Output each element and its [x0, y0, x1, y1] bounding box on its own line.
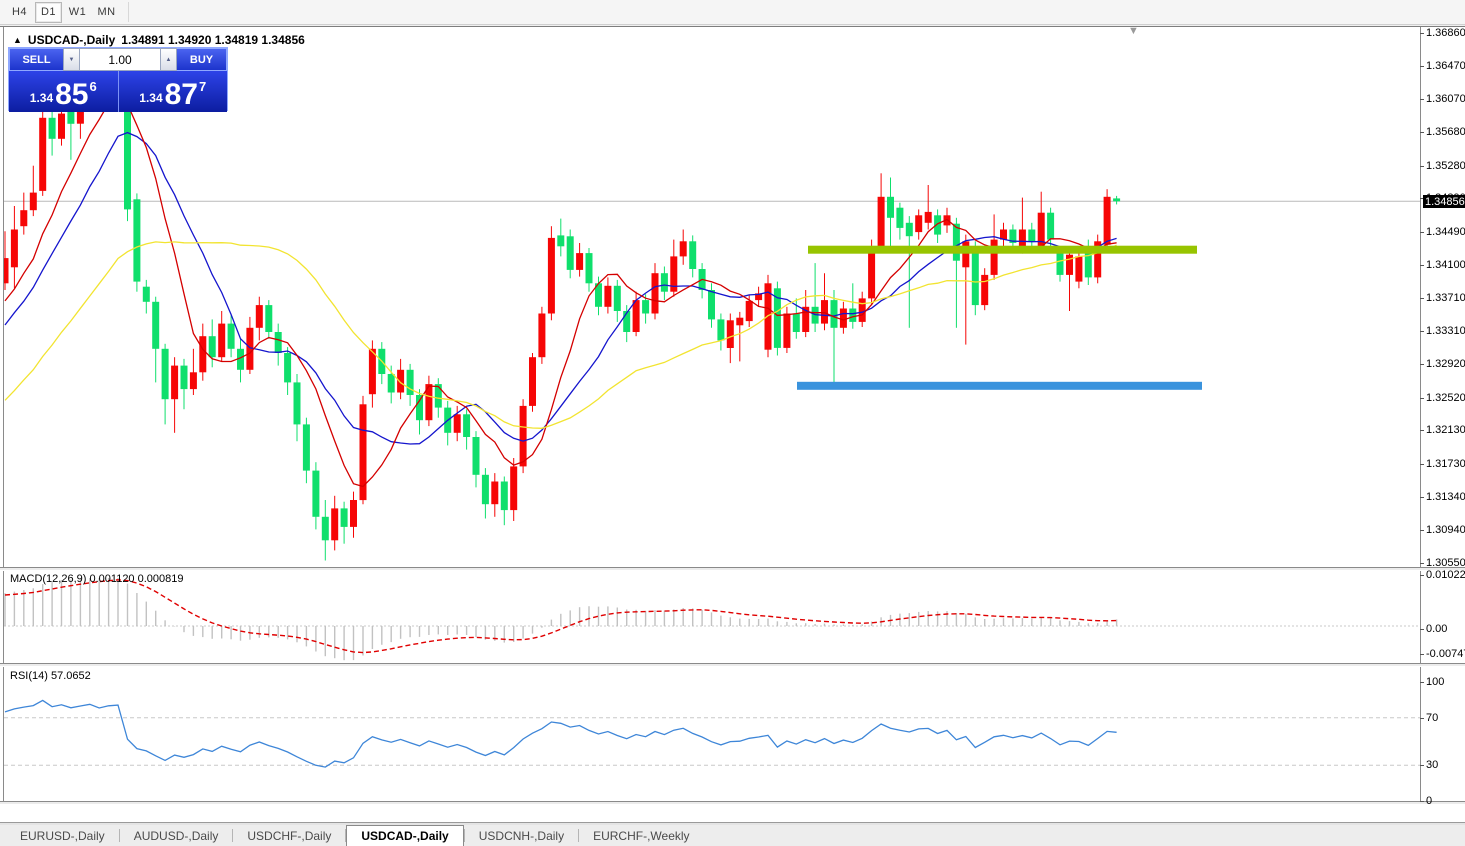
price-axis-label: 1.33710 — [1426, 292, 1465, 304]
macd-axis-label: 0.010229 — [1426, 569, 1465, 581]
chart-shift-marker-icon[interactable]: ▼ — [1128, 25, 1139, 37]
timeframe-button-d1[interactable]: D1 — [35, 1, 62, 23]
volume-input[interactable]: 1.00 — [80, 48, 160, 71]
rsi-label: RSI(14) 57.0652 — [10, 670, 91, 682]
price-axis-label: 1.33310 — [1426, 325, 1465, 337]
timeframe-button-h4[interactable]: H4 — [11, 6, 28, 18]
chart-ohlc-values: 1.34891 1.34920 1.34819 1.34856 — [121, 33, 305, 47]
price-axis-label: 1.30940 — [1426, 524, 1465, 536]
tab-separator — [232, 829, 234, 842]
chart-title: ▲ USDCAD-,Daily 1.34891 1.34920 1.34819 … — [13, 33, 305, 47]
timeframe-button-w1[interactable]: W1 — [68, 6, 87, 18]
price-axis-label: 1.36470 — [1426, 60, 1465, 72]
collapse-triangle-icon[interactable]: ▲ — [13, 35, 22, 45]
price-axis-label: 1.35680 — [1426, 126, 1465, 138]
panel-separator — [0, 801, 1465, 805]
timeframe-toolbar: H4 D1 W1 MN — [0, 0, 1465, 25]
symbol-tab-usdcad[interactable]: USDCAD-,Daily — [346, 825, 464, 846]
buy-price-display[interactable]: 1.34 87 7 — [117, 71, 228, 112]
buy-price-pips: 87 — [164, 78, 198, 111]
rsi-axis-label: 30 — [1426, 759, 1439, 771]
buy-price-prefix: 1.34 — [139, 91, 163, 105]
rsi-axis-label: 100 — [1426, 676, 1445, 688]
timeframe-button-mn[interactable]: MN — [97, 6, 116, 18]
panel-separator[interactable] — [0, 567, 1465, 571]
chart-window — [0, 26, 1465, 824]
volume-increase-button[interactable]: ▲ — [160, 48, 177, 71]
buy-price-point: 7 — [199, 79, 207, 94]
toolbar-separator — [128, 2, 129, 22]
tab-separator — [578, 829, 580, 842]
price-axis-label: 1.32130 — [1426, 424, 1465, 436]
price-axis-label: 1.35280 — [1426, 160, 1465, 172]
sell-price-prefix: 1.34 — [29, 91, 54, 105]
rsi-axis-label: 0 — [1426, 795, 1433, 807]
volume-decrease-button[interactable]: ▼ — [63, 48, 80, 71]
price-chart[interactable] — [4, 30, 1420, 567]
price-axis-label: 1.34100 — [1426, 259, 1465, 271]
sell-price-pips: 85 — [55, 78, 89, 111]
chart-tab-bar: EURUSD-,Daily AUDUSD-,Daily USDCHF-,Daily U… — [0, 825, 1465, 846]
sell-price-point: 6 — [89, 79, 97, 94]
price-axis-label: 1.36860 — [1426, 27, 1465, 39]
symbol-tab-usdcnh[interactable]: USDCNH-,Daily — [478, 828, 565, 843]
symbol-tab-eurusd[interactable]: EURUSD-,Daily — [20, 828, 105, 843]
price-axis-label: 1.34490 — [1426, 226, 1465, 238]
price-axis-label: 1.32920 — [1426, 358, 1465, 370]
price-axis-label: 1.36070 — [1426, 93, 1465, 105]
symbol-tab-eurchf[interactable]: EURCHF-,Weekly — [593, 828, 690, 843]
one-click-trade-panel: SELL ▼ 1.00 ▲ BUY 1.34 85 6 1.34 87 7 — [8, 47, 228, 112]
macd-axis-label: -0.007477 — [1426, 648, 1465, 660]
price-axis-label: 1.31340 — [1426, 491, 1465, 503]
macd-axis-label: 0.00 — [1426, 623, 1448, 635]
rsi-axis-label: 70 — [1426, 712, 1439, 724]
sell-price-display[interactable]: 1.34 85 6 — [9, 71, 118, 112]
tab-separator — [345, 829, 347, 842]
panel-separator[interactable] — [0, 663, 1465, 667]
symbol-tab-audusd[interactable]: AUDUSD-,Daily — [133, 828, 219, 843]
support-band — [797, 381, 1202, 390]
current-price-tag: 1.34856 — [1423, 195, 1465, 208]
price-axis-label: 1.31730 — [1426, 458, 1465, 470]
buy-button[interactable]: BUY — [177, 48, 227, 71]
resistance-band — [808, 245, 1197, 254]
symbol-tab-usdchf[interactable]: USDCHF-,Daily — [247, 828, 332, 843]
rsi-indicator-chart[interactable] — [4, 668, 1420, 802]
macd-indicator-chart[interactable] — [4, 571, 1420, 663]
date-axis[interactable]: 17 Dec 2018 26 Dec 2018 4 Jan 2019 14 Ja… — [0, 805, 1465, 822]
price-axis-label: 1.32520 — [1426, 392, 1465, 404]
tab-separator — [118, 829, 120, 842]
macd-label: MACD(12,26,9) 0.001120 0.000819 — [10, 573, 184, 585]
chart-symbol: USDCAD-,Daily — [27, 33, 116, 47]
price-axis-label: 1.30550 — [1426, 557, 1465, 569]
tab-separator — [463, 829, 465, 842]
sell-button[interactable]: SELL — [9, 48, 63, 71]
